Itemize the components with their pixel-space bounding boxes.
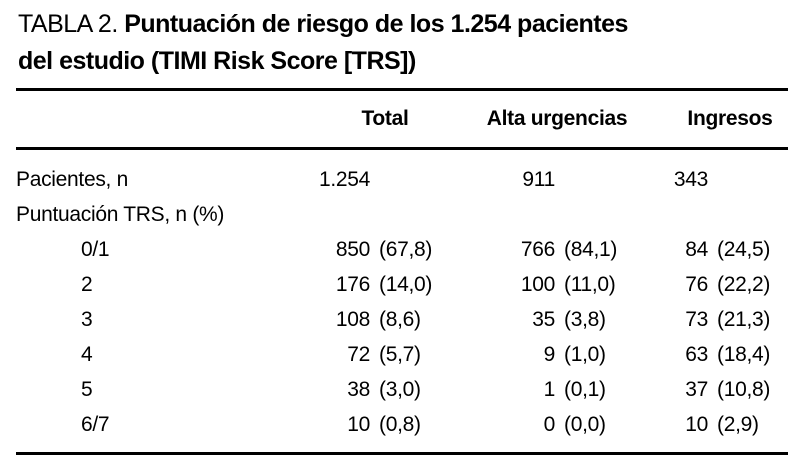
cell-total: 38 (3,0): [347, 377, 421, 401]
table-row-trs-4: 4 72 (5,7) 9 (1,0) 63 (18,4): [16, 337, 788, 372]
cell-ingresos: 84 (24,5): [685, 237, 771, 261]
row-label: Pacientes, n: [16, 167, 128, 191]
cell-alta-urgencias: 911: [522, 167, 555, 191]
cell-alta-urgencias: 100 (11,0): [520, 272, 616, 296]
row-label: 5: [81, 377, 93, 401]
table-row-trs-5: 5 38 (3,0) 1 (0,1) 37 (10,8): [16, 372, 788, 407]
row-label: 3: [81, 307, 93, 331]
cell-ingresos: 76 (22,2): [685, 272, 771, 296]
cell-total: 72 (5,7): [347, 342, 421, 366]
column-header-total: Total: [310, 89, 460, 150]
cell-alta-urgencias: 766 (84,1): [520, 237, 618, 261]
table-title-line2: del estudio (TIMI Risk Score [TRS]): [18, 47, 416, 75]
header-row: Total Alta urgencias Ingresos: [16, 89, 788, 150]
row-label: Puntuación TRS, n (%): [16, 202, 225, 226]
cell-total: 10 (0,8): [347, 412, 421, 436]
cell-alta-urgencias: 35 (3,8): [532, 307, 606, 331]
risk-score-table: Total Alta urgencias Ingresos Pacientes,…: [16, 88, 788, 455]
row-label: 0/1: [81, 237, 110, 261]
header-empty: [16, 89, 310, 150]
column-header-alta-urgencias: Alta urgencias: [460, 89, 632, 150]
cell-ingresos: 37 (10,8): [685, 377, 771, 401]
cell-alta-urgencias: [460, 197, 632, 232]
cell-total: 108 (8,6): [335, 307, 421, 331]
cell-alta-urgencias: 1 (0,1): [543, 377, 606, 401]
cell-total: 176 (14,0): [335, 272, 433, 296]
cell-ingresos: 63 (18,4): [685, 342, 771, 366]
cell-ingresos: 10 (2,9): [685, 412, 759, 436]
table-row-trs-3: 3 108 (8,6) 35 (3,8) 73 (21,3): [16, 302, 788, 337]
column-header-ingresos: Ingresos: [632, 89, 788, 150]
table-row-trs-0-1: 0/1 850 (67,8) 766 (84,1) 84 (24,5): [16, 232, 788, 267]
table-title-line1: Puntuación de riesgo de los 1.254 pacien…: [124, 10, 628, 38]
cell-ingresos: [632, 197, 788, 232]
cell-total: 1.254: [318, 167, 370, 191]
table-number-label: TABLA 2.: [18, 10, 118, 38]
row-label: 2: [81, 272, 93, 296]
table-title: TABLA 2. Puntuación de riesgo de los 1.2…: [18, 6, 788, 80]
row-label: 6/7: [81, 412, 110, 436]
cell-ingresos: 343: [673, 167, 708, 191]
table-row-pacientes: Pacientes, n 1.254 911 343: [16, 149, 788, 198]
cell-alta-urgencias: 0 (0,0): [543, 412, 606, 436]
cell-total: 850 (67,8): [335, 237, 433, 261]
cell-total: [310, 197, 460, 232]
cell-alta-urgencias: 9 (1,0): [543, 342, 606, 366]
cell-ingresos: 73 (21,3): [685, 307, 771, 331]
row-label: 4: [81, 342, 93, 366]
table-row-trs-2: 2 176 (14,0) 100 (11,0) 76 (22,2): [16, 267, 788, 302]
table-row-trs-6-7: 6/7 10 (0,8) 0 (0,0) 10 (2,9): [16, 407, 788, 454]
table-row-puntuacion-trs: Puntuación TRS, n (%): [16, 197, 788, 232]
